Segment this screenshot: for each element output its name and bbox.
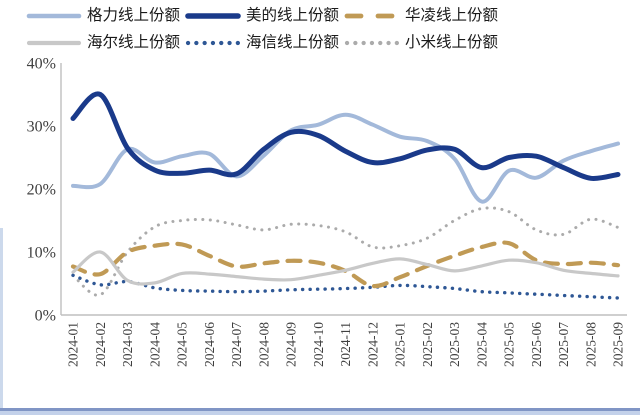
legend-label-gree: 格力线上份额	[87, 7, 181, 24]
legend-item-xiaomi: 小米线上份额	[344, 32, 503, 54]
legend-label-xiaomi: 小米线上份额	[405, 34, 499, 51]
legend-item-hisense: 海信线上份额	[185, 32, 344, 54]
series-line-xiaomi	[71, 206, 620, 297]
y-tick-label: 30%	[27, 119, 56, 136]
legend-label-hualing: 华凌线上份额	[405, 7, 499, 24]
x-tick-label: 2024-07	[229, 322, 244, 367]
page-left-edge-strip	[0, 228, 3, 415]
legend-marker-hisense-line-icon	[185, 40, 241, 46]
legend-item-hualing: 华凌线上份额	[344, 5, 503, 27]
legend-marker-haier-line-icon	[26, 40, 82, 46]
x-tick-label: 2024-06	[202, 322, 217, 367]
x-tick-label: 2024-08	[256, 322, 271, 367]
legend-marker-gree-line-icon	[26, 13, 82, 19]
x-tick-label: 2025-05	[502, 322, 517, 367]
legend-marker-midea-line-icon	[185, 13, 241, 19]
x-tick-label: 2024-10	[311, 322, 326, 367]
y-tick-label: 20%	[27, 182, 56, 199]
series-line-haier	[71, 250, 620, 286]
x-tick-label: 2024-05	[175, 322, 190, 367]
x-tick-label: 2025-02	[420, 322, 435, 367]
x-tick-label: 2025-06	[529, 322, 544, 367]
legend-item-midea: 美的线上份额	[185, 5, 344, 27]
series-line-hisense	[71, 273, 620, 300]
y-tick-label: 0%	[35, 308, 56, 325]
legend-label-hisense: 海信线上份额	[246, 34, 340, 51]
x-tick-label: 2025-09	[611, 322, 626, 367]
legend-marker-hualing-line-icon	[344, 13, 400, 19]
y-tick-label: 10%	[27, 245, 56, 262]
legend-item-gree: 格力线上份额	[26, 5, 185, 27]
x-tick-label: 2025-01	[393, 322, 408, 367]
x-tick-label: 2024-12	[365, 322, 380, 367]
legend-row: 格力线上份额 美的线上份额 华凌线上份额	[26, 5, 503, 27]
series-line-gree	[71, 112, 620, 204]
x-tick-label: 2024-02	[93, 322, 108, 367]
x-tick-label: 2024-09	[284, 322, 299, 367]
legend-label-haier: 海尔线上份额	[87, 34, 181, 51]
x-tick-label: 2025-03	[447, 322, 462, 367]
legend-item-haier: 海尔线上份额	[26, 32, 185, 54]
legend-row: 海尔线上份额 海信线上份额 小米线上份额	[26, 32, 503, 54]
x-tick-label: 2025-07	[556, 322, 571, 367]
legend-marker-xiaomi-line-icon	[344, 40, 400, 46]
y-tick-label: 40%	[27, 56, 56, 73]
chart-legend: 格力线上份额 美的线上份额 华凌线上份额 海尔线上份额 海信线上份额 小米线上份额	[26, 5, 503, 59]
legend-label-midea: 美的线上份额	[246, 7, 340, 24]
page-bottom-band	[0, 411, 640, 415]
x-tick-label: 2024-04	[147, 322, 162, 367]
series-line-hualing	[70, 240, 621, 289]
x-tick-label: 2025-08	[583, 322, 598, 367]
x-tick-label: 2024-11	[338, 322, 353, 367]
x-tick-label: 2025-04	[474, 322, 489, 367]
x-tick-label: 2024-03	[120, 322, 135, 367]
x-tick-label: 2024-01	[66, 322, 81, 367]
page-bottom-band	[0, 408, 640, 411]
series-line-midea	[70, 91, 621, 181]
